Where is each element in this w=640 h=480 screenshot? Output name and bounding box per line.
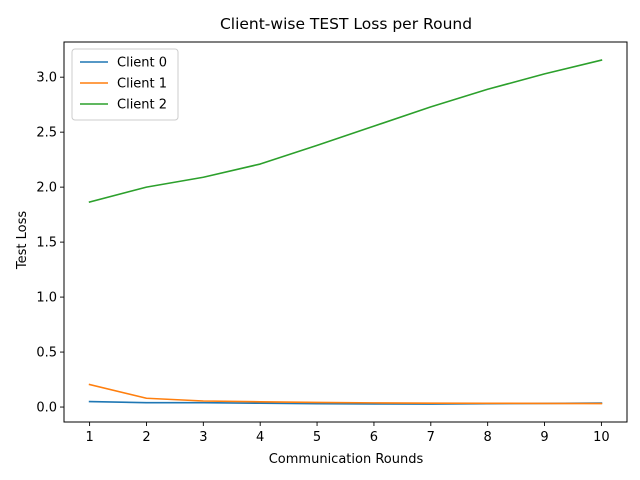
series-line-1	[88, 383, 603, 405]
x-tick-label-8: 9	[540, 430, 548, 445]
x-tick-label-0: 1	[85, 430, 93, 445]
y-tick-label-2: 1.0	[36, 291, 57, 306]
x-tick-label-2: 3	[199, 430, 207, 445]
y-tick-label-0: 0.0	[36, 401, 57, 416]
chart-title: Client-wise TEST Loss per Round	[220, 15, 472, 33]
y-tick-label-3: 1.5	[36, 236, 57, 251]
x-tick-label-3: 4	[256, 430, 264, 445]
x-axis-label: Communication Rounds	[269, 452, 424, 467]
y-tick-label-6: 3.0	[36, 71, 57, 86]
x-tick-label-7: 8	[484, 430, 492, 445]
legend: Client 0 Client 1 Client 2	[71, 48, 179, 121]
legend-label-0: Client 0	[117, 56, 167, 71]
plot-frame	[63, 41, 628, 423]
legend-label-2: Client 2	[117, 98, 167, 113]
x-tick-label-1: 2	[142, 430, 150, 445]
x-tick-label-9: 10	[593, 430, 610, 445]
plot-area: 1 2 3 4 5 6 7 8 9 10 0.0 0.5 1.0 1.5 2.0 2.5 3.0	[36, 41, 628, 445]
y-tick-label-5: 2.5	[36, 126, 57, 141]
x-tick-label-5: 6	[370, 430, 378, 445]
y-tick-label-4: 2.0	[36, 181, 57, 196]
legend-label-1: Client 1	[117, 77, 167, 92]
series-line-2	[88, 59, 603, 203]
legend-box	[71, 48, 179, 121]
x-tick-label-4: 5	[313, 430, 321, 445]
y-tick-label-1: 0.5	[36, 346, 57, 361]
x-tick-label-6: 7	[427, 430, 435, 445]
y-axis-label: Test Loss	[15, 211, 30, 270]
